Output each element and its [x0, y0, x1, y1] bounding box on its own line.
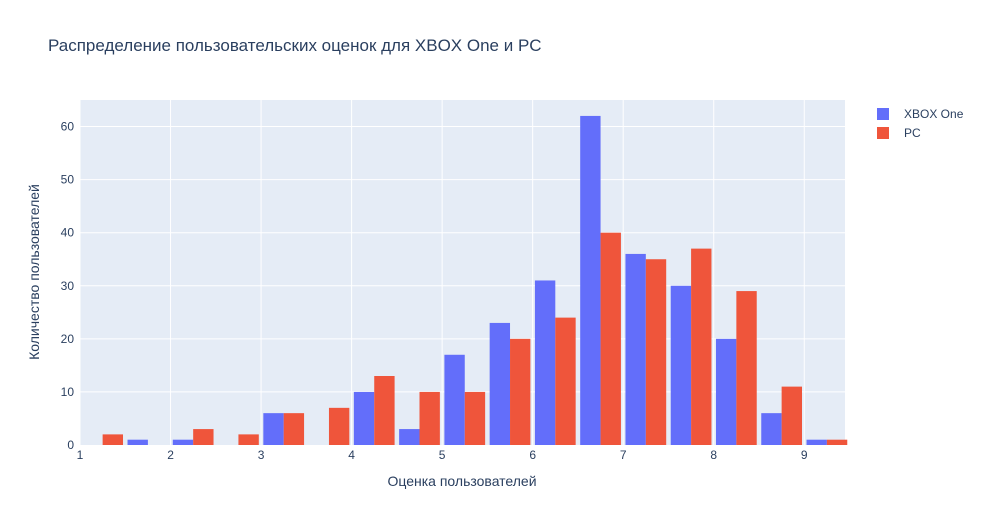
- x-tick-labels: 1 2 3 4 5 6 7 8 9: [77, 448, 808, 462]
- bar-xbox-one: [715, 338, 737, 445]
- bar-pc: [193, 429, 214, 445]
- bar-xbox-one: [534, 280, 556, 445]
- bar-xbox-one: [444, 354, 465, 445]
- y-tick-label: 0: [67, 438, 74, 452]
- bar-xbox-one: [127, 439, 148, 445]
- y-tick-label: 30: [61, 279, 75, 293]
- bar-xbox-one: [670, 285, 692, 445]
- bar-pc: [691, 248, 712, 445]
- x-tick-label: 3: [258, 448, 265, 462]
- x-tick-label: 6: [529, 448, 536, 462]
- y-tick-label: 10: [61, 385, 75, 399]
- y-tick-label: 50: [61, 173, 75, 187]
- bar-xbox-one: [399, 429, 420, 445]
- y-axis-title: Количество пользователей: [26, 184, 42, 360]
- bar-xbox-one: [806, 439, 827, 445]
- bar-pc: [102, 434, 124, 445]
- bar-pc: [555, 317, 576, 445]
- bar-xbox-one: [353, 391, 375, 445]
- x-tick-label: 9: [801, 448, 808, 462]
- bar-pc: [328, 407, 350, 445]
- bar-pc: [374, 376, 395, 445]
- y-tick-labels: 0 10 20 30 40 50 60: [61, 120, 75, 452]
- bar-pc: [645, 259, 667, 445]
- bars: [102, 115, 848, 445]
- x-tick-label: 4: [348, 448, 355, 462]
- legend-swatch[interactable]: [877, 127, 889, 139]
- legend-label[interactable]: XBOX One: [904, 107, 964, 121]
- x-tick-label: 5: [439, 448, 446, 462]
- bar-xbox-one: [263, 413, 284, 445]
- bar-xbox-one: [489, 322, 511, 445]
- bar-pc: [781, 386, 802, 445]
- bar-xbox-one: [580, 115, 601, 445]
- legend-swatch[interactable]: [877, 108, 889, 120]
- x-tick-label: 8: [710, 448, 717, 462]
- bar-pc: [419, 391, 440, 445]
- x-tick-label: 2: [167, 448, 174, 462]
- bar-pc: [826, 439, 848, 445]
- bar-pc: [736, 291, 757, 445]
- bar-xbox-one: [761, 413, 782, 445]
- legend-label[interactable]: PC: [904, 126, 921, 140]
- x-tick-label: 7: [620, 448, 627, 462]
- bar-xbox-one: [172, 439, 194, 445]
- y-tick-label: 20: [61, 332, 75, 346]
- bar-xbox-one: [625, 253, 646, 445]
- x-tick-label: 1: [77, 448, 84, 462]
- legend: XBOX One PC: [877, 107, 964, 140]
- bar-pc: [600, 232, 621, 445]
- bar-pc: [510, 338, 531, 445]
- chart-title: Распределение пользовательских оценок дл…: [48, 36, 542, 55]
- bar-pc: [238, 434, 259, 445]
- x-axis-title: Оценка пользователей: [387, 473, 536, 489]
- bar-pc: [464, 391, 486, 445]
- y-tick-label: 60: [61, 120, 75, 134]
- bar-pc: [283, 413, 305, 445]
- y-tick-label: 40: [61, 226, 75, 240]
- gridlines: [79, 100, 845, 445]
